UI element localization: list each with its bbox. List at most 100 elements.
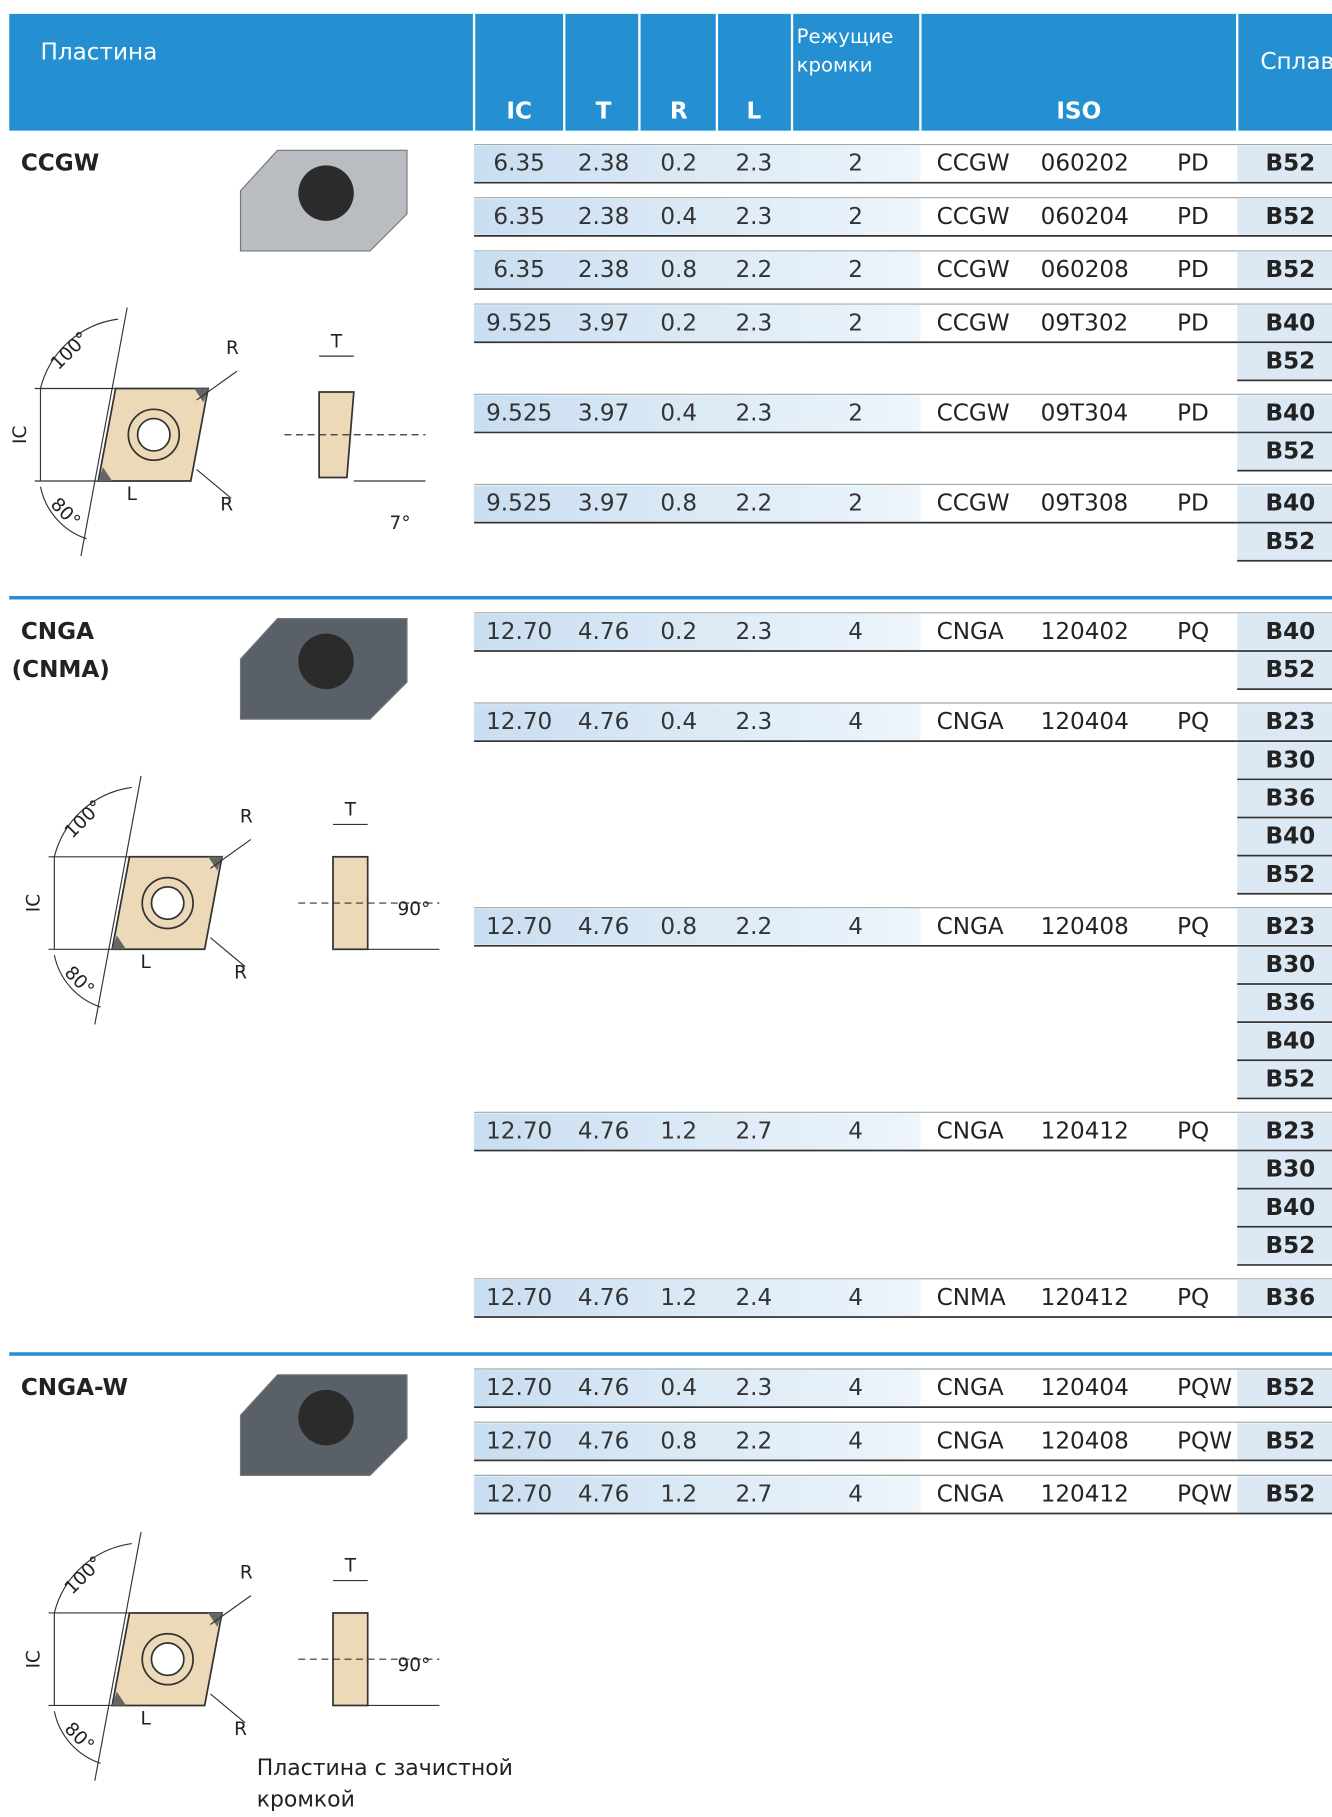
cell: 0.2: [660, 151, 697, 177]
cell: 4.76: [578, 914, 629, 940]
diagram-label: R: [240, 806, 253, 827]
cell: 2.2: [735, 914, 772, 940]
insert-hole: [141, 876, 194, 930]
iso-cell: CCGW: [937, 204, 1010, 230]
cell: 2: [848, 310, 863, 336]
iso-cell: CCGW: [937, 400, 1010, 426]
grade-cell: B52: [1265, 204, 1315, 230]
cell: 0.4: [660, 400, 697, 426]
grade-bg: [1237, 395, 1332, 432]
grade-cell: B52: [1265, 529, 1315, 555]
insert-hole: [298, 165, 354, 221]
dim-line: [94, 775, 142, 1025]
iso-cell: CNGA: [937, 709, 1004, 735]
cell: 0.8: [660, 257, 697, 283]
cell: 12.70: [486, 1285, 552, 1311]
cell: 2.38: [578, 151, 629, 177]
iso-cell: PQ: [1177, 1285, 1209, 1311]
grade-cell: B40: [1265, 1195, 1315, 1221]
cell: 4: [848, 1428, 863, 1454]
angle-arc: [53, 954, 101, 1008]
insert-hole: [298, 1389, 354, 1446]
diagram-label: L: [141, 1708, 152, 1729]
grade-cell: B36: [1265, 785, 1315, 811]
diagram-label: R: [226, 338, 239, 359]
diagram-label: 7°: [390, 513, 411, 534]
grade-cell: B52: [1265, 1375, 1315, 1401]
cell: 4: [848, 1482, 863, 1508]
cell: 0.8: [660, 1428, 697, 1454]
iso-cell: CNMA: [937, 1285, 1006, 1311]
iso-cell: 120412: [1041, 1118, 1129, 1144]
cell: 4: [848, 619, 863, 645]
cell: 0.2: [660, 310, 697, 336]
corner-tip: [194, 388, 209, 403]
row-bg: [474, 908, 921, 945]
cell: 12.70: [486, 619, 552, 645]
corner-tip: [208, 1612, 222, 1627]
grade-bg: [1237, 523, 1332, 560]
grade-bg: [1237, 704, 1332, 740]
cell: 6.35: [493, 151, 544, 177]
caption: Пластина с зачистной: [257, 1756, 513, 1781]
grade-bg: [1237, 652, 1332, 688]
cell: 0.4: [660, 1375, 697, 1401]
dim-line: [80, 307, 128, 557]
cell: 1.2: [660, 1482, 697, 1508]
cell: 2: [848, 400, 863, 426]
grade-bg: [1237, 985, 1332, 1021]
iso-cell: PD: [1177, 400, 1209, 426]
header-bar: [9, 13, 1332, 131]
grade-cell: B36: [1265, 1285, 1315, 1311]
cell: 12.70: [486, 1118, 552, 1144]
grade-cell: B52: [1265, 1233, 1315, 1259]
grade-bg: [1237, 908, 1332, 945]
cell: 4: [848, 1118, 863, 1144]
diagram-label: T: [330, 331, 343, 352]
grade-cell: B40: [1265, 310, 1315, 336]
cell: 2.3: [735, 204, 772, 230]
grade-cell: B52: [1265, 348, 1315, 374]
column-header: IC: [506, 99, 532, 125]
diagram-label: T: [344, 1556, 357, 1577]
caption: кромкой: [257, 1787, 355, 1812]
diagram-label: 100°: [61, 1552, 107, 1598]
cell: 2.4: [735, 1285, 772, 1311]
iso-cell: 120408: [1041, 1428, 1129, 1454]
grade-bg: [1237, 1476, 1332, 1513]
iso-cell: CNGA: [937, 1428, 1004, 1454]
cell: 2.3: [735, 310, 772, 336]
row-bg: [474, 145, 921, 182]
cell: 2: [848, 491, 863, 517]
grade-bg: [1237, 145, 1332, 182]
cell: 4.76: [578, 619, 629, 645]
grade-bg: [1237, 343, 1332, 380]
iso-cell: CCGW: [937, 310, 1010, 336]
iso-cell: PQW: [1177, 1482, 1232, 1508]
grade-cell: B52: [1265, 151, 1315, 177]
grade-bg: [1237, 742, 1332, 779]
grade-cell: B36: [1265, 990, 1315, 1016]
row-bg: [474, 305, 921, 342]
cell: 4.76: [578, 709, 629, 735]
cell: 4.76: [578, 1482, 629, 1508]
cell: 12.70: [486, 1375, 552, 1401]
cell: 6.35: [493, 204, 544, 230]
dim-line: [210, 1595, 252, 1626]
section-title: CCGW: [21, 151, 99, 177]
angle-arc: [39, 318, 119, 389]
grade-bg: [1237, 305, 1332, 342]
cell: 2.2: [735, 491, 772, 517]
row-bg: [474, 704, 921, 740]
column-header: Режущие кромки: [796, 25, 894, 78]
section-title: CNGA: [21, 619, 94, 645]
iso-cell: CNGA: [937, 619, 1004, 645]
row-bg: [474, 1113, 921, 1150]
iso-cell: 060204: [1041, 204, 1129, 230]
iso-cell: 09T304: [1041, 400, 1129, 426]
section-title: CNGA-W: [21, 1375, 128, 1401]
cell: 2.3: [735, 1375, 772, 1401]
diagram-label: IC: [24, 894, 45, 912]
iso-cell: CCGW: [937, 151, 1010, 177]
